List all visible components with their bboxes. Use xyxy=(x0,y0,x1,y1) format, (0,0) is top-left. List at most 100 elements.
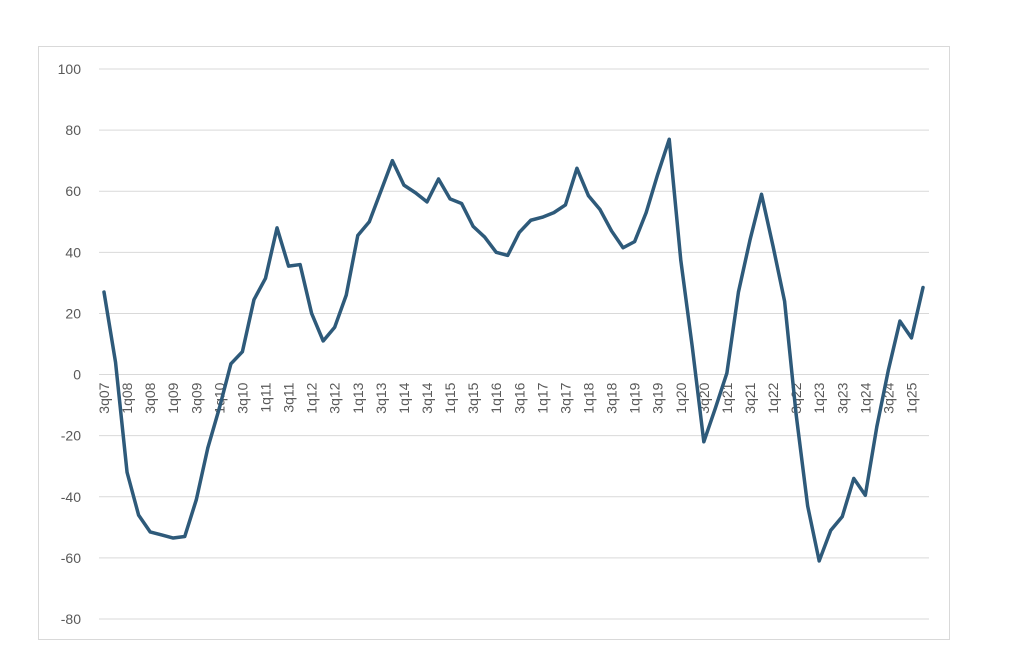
x-tick-label: 3q17 xyxy=(557,382,573,413)
data-point xyxy=(529,218,533,222)
y-axis-ticks: 100 80 60 40 20 0 -20 -40 -60 -80 xyxy=(58,61,82,627)
data-point xyxy=(229,362,233,366)
data-point xyxy=(829,528,833,532)
x-tick-label: 1q20 xyxy=(673,382,689,413)
data-point xyxy=(875,425,879,428)
data-point xyxy=(252,298,256,302)
data-point xyxy=(898,319,902,323)
x-tick-label: 1q09 xyxy=(165,382,181,413)
data-point xyxy=(656,172,660,176)
data-point xyxy=(909,336,913,340)
x-tick-label: 1q19 xyxy=(627,382,643,413)
x-tick-label: 3q19 xyxy=(650,382,666,413)
data-point xyxy=(552,211,556,215)
x-tick-label: 3q18 xyxy=(604,382,620,413)
data-point xyxy=(137,513,141,517)
y-tick-label: -80 xyxy=(61,611,81,627)
data-point xyxy=(183,535,187,538)
data-point xyxy=(852,476,856,480)
data-point xyxy=(748,238,752,242)
data-point xyxy=(621,246,625,250)
data-point xyxy=(921,285,925,289)
data-point xyxy=(806,504,810,508)
data-point xyxy=(402,183,406,187)
y-tick-label: -40 xyxy=(61,489,81,505)
data-point xyxy=(344,293,348,297)
y-tick-label: 80 xyxy=(65,122,81,138)
x-tick-label: 1q15 xyxy=(442,382,458,413)
x-tick-label: 1q25 xyxy=(903,382,919,413)
data-point xyxy=(263,276,267,280)
series-line xyxy=(102,137,925,563)
data-point xyxy=(713,406,717,410)
x-tick-label: 1q14 xyxy=(396,382,412,413)
x-tick-label: 3q14 xyxy=(419,382,435,413)
x-tick-label: 3q11 xyxy=(281,382,297,412)
data-point xyxy=(610,229,614,233)
data-point xyxy=(333,325,337,329)
x-tick-label: 1q17 xyxy=(534,382,550,413)
gridlines xyxy=(99,68,929,620)
y-tick-label: 40 xyxy=(65,244,81,260)
x-tick-label: 3q10 xyxy=(234,382,250,413)
x-tick-label: 3q09 xyxy=(188,382,204,413)
data-point xyxy=(575,166,579,170)
x-tick-label: 1q24 xyxy=(857,382,873,413)
data-point xyxy=(240,350,244,354)
data-point xyxy=(886,368,890,372)
data-point xyxy=(702,440,706,444)
data-point xyxy=(471,224,475,228)
data-point xyxy=(679,258,683,262)
data-point xyxy=(114,360,118,364)
data-point xyxy=(586,194,590,198)
data-point xyxy=(160,533,164,537)
x-tick-label: 1q11 xyxy=(257,382,273,412)
data-point xyxy=(506,253,510,257)
data-point xyxy=(667,137,671,141)
x-tick-label: 3q12 xyxy=(327,382,343,413)
data-point xyxy=(460,201,464,205)
data-point xyxy=(425,200,429,204)
x-tick-label: 1q18 xyxy=(580,382,596,413)
x-tick-label: 1q13 xyxy=(350,382,366,413)
data-point xyxy=(194,498,198,502)
data-point xyxy=(298,263,302,267)
data-point xyxy=(494,250,498,254)
x-tick-label: 3q21 xyxy=(742,382,758,413)
data-point xyxy=(321,339,325,343)
data-point xyxy=(598,208,602,212)
data-point xyxy=(817,559,821,563)
data-point xyxy=(275,226,279,230)
data-point xyxy=(644,211,648,215)
chart-area: 100 80 60 40 20 0 -20 -40 -60 -80 3q07 1q08 3q08 1q0… xyxy=(38,46,950,640)
x-tick-label: 1q22 xyxy=(765,382,781,413)
y-tick-label: 20 xyxy=(65,305,81,321)
data-point xyxy=(379,189,383,193)
data-point xyxy=(736,290,740,294)
y-tick-label: 100 xyxy=(58,61,82,77)
data-point xyxy=(725,371,729,375)
data-point xyxy=(148,530,152,534)
data-point xyxy=(760,192,764,196)
data-point xyxy=(863,493,867,497)
data-point xyxy=(390,159,394,163)
x-tick-label: 1q12 xyxy=(304,382,320,413)
data-point xyxy=(356,234,360,238)
x-tick-label: 1q08 xyxy=(119,382,135,413)
y-tick-label: 60 xyxy=(65,183,81,199)
data-point xyxy=(217,406,221,410)
data-point xyxy=(287,264,291,268)
data-point xyxy=(171,536,175,540)
data-point xyxy=(690,345,694,349)
y-tick-label: -60 xyxy=(61,550,81,566)
y-tick-label: -20 xyxy=(61,428,81,444)
data-point xyxy=(413,191,417,195)
y-tick-label: 0 xyxy=(73,367,81,383)
x-tick-label: 3q23 xyxy=(834,382,850,413)
data-point xyxy=(783,299,787,303)
x-tick-label: 3q16 xyxy=(511,382,527,413)
x-tick-label: 3q08 xyxy=(142,382,158,413)
data-point xyxy=(483,235,487,239)
x-tick-label: 3q07 xyxy=(96,382,112,413)
data-point xyxy=(794,412,798,416)
